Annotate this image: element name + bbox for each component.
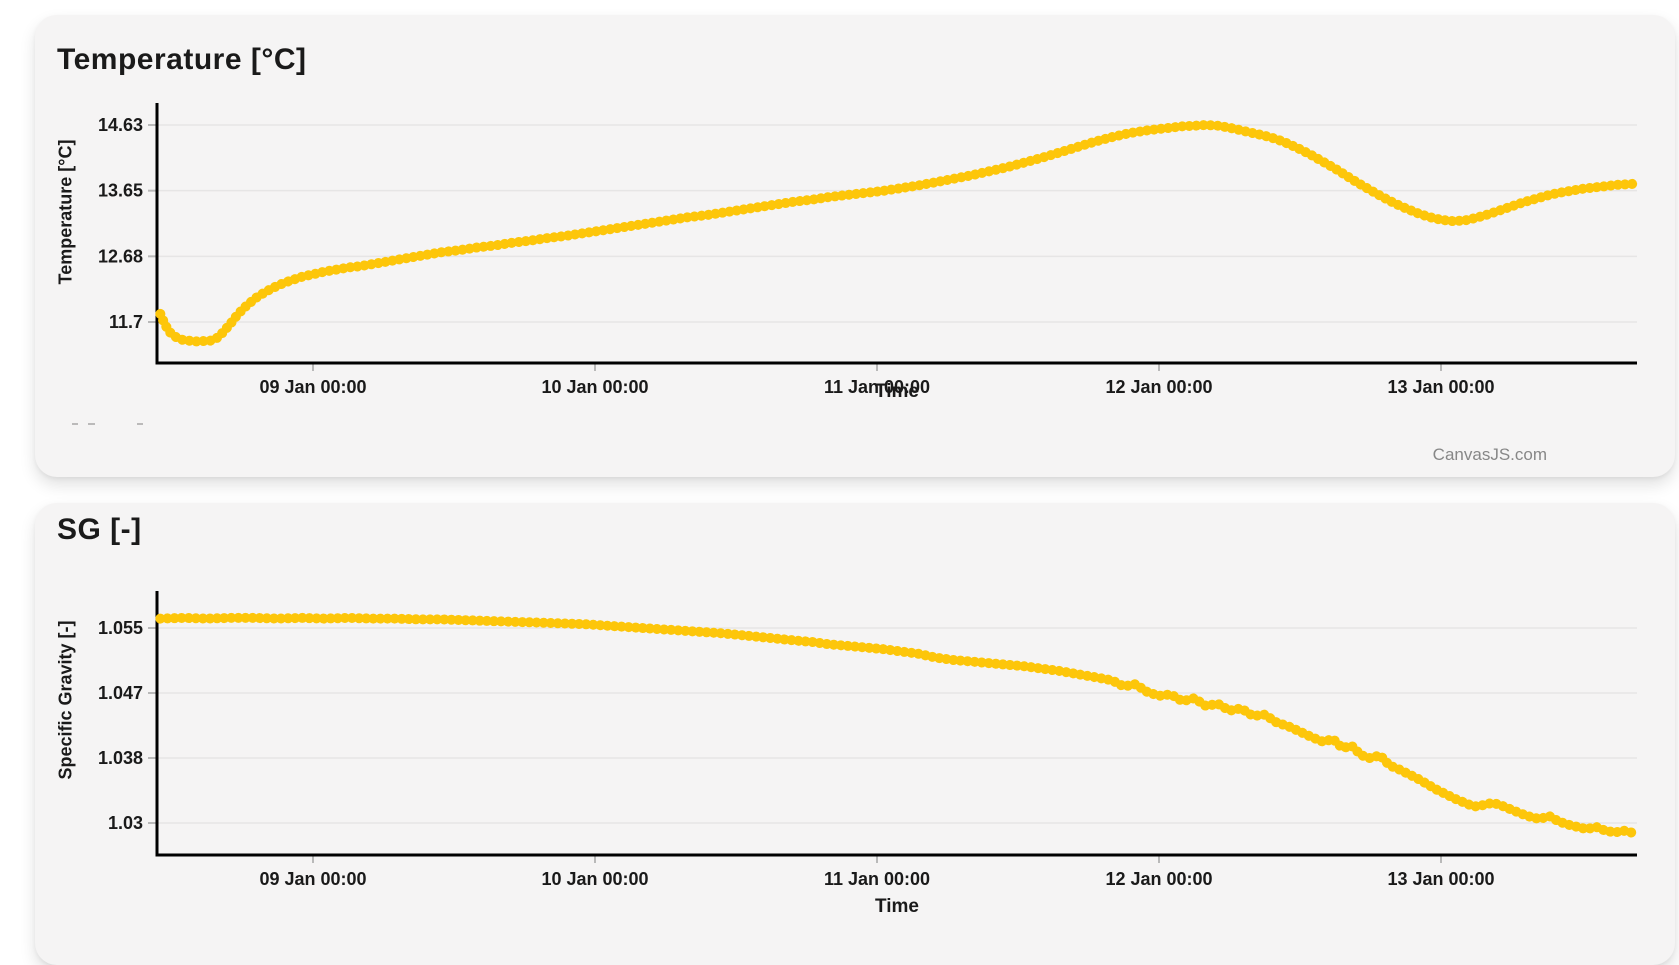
x-tick-label: 10 Jan 00:00 — [541, 869, 648, 889]
x-tick-label: 11 Jan 00:00 — [824, 377, 930, 397]
specific-gravity-chart-panel: 1.055 1.047 1.038 1.03 09 Jan 00:00 10 Jan 00… — [35, 503, 1675, 965]
temperature-x-axis-title: Time — [874, 381, 920, 402]
x-tick-label: 12 Jan 00:00 — [1105, 377, 1212, 397]
y-tick-label: 1.055 — [98, 618, 143, 638]
x-tick-label: 13 Jan 00:00 — [1387, 869, 1494, 889]
temperature-data-series — [155, 120, 1643, 347]
y-tick-label: 1.03 — [108, 813, 143, 833]
specific-gravity-chart-plot: 1.055 1.047 1.038 1.03 09 Jan 00:00 10 Jan 00… — [98, 591, 1639, 889]
temperature-chart-plot: 14.63 13.65 12.68 11.7 09 Jan 00:00 10 Jan 00… — [98, 103, 1643, 397]
x-tick-label: 10 Jan 00:00 — [541, 377, 648, 397]
x-tick-label: 12 Jan 00:00 — [1105, 869, 1212, 889]
x-tick-label: 09 Jan 00:00 — [259, 869, 366, 889]
specific-gravity-y-axis-title: Specific Gravity [-] — [55, 620, 76, 780]
temperature-chart-panel: 14.63 13.65 12.68 11.7 09 Jan 00:00 10 Jan 00… — [35, 15, 1675, 477]
page: 14.63 13.65 12.68 11.7 09 Jan 00:00 10 Jan 00… — [35, 15, 1675, 965]
y-tick-label: 13.65 — [98, 181, 143, 201]
x-tick-label: 11 Jan 00:00 — [824, 869, 930, 889]
specific-gravity-data-series — [155, 612, 1639, 839]
temperature-y-axis-title: Temperature [°C] — [55, 139, 76, 285]
y-tick-label: 14.63 — [98, 115, 143, 135]
y-tick-label: 1.038 — [98, 748, 143, 768]
y-tick-label: 12.68 — [98, 246, 143, 266]
temperature-chart-title: Temperature [°C] — [57, 43, 307, 76]
specific-gravity-x-axis-title: Time — [874, 896, 920, 917]
canvasjs-credit-link[interactable]: CanvasJS.com — [1432, 445, 1547, 464]
specific-gravity-chart-title: SG [-] — [57, 513, 142, 546]
y-tick-label: 11.7 — [109, 312, 143, 332]
x-tick-label: 13 Jan 00:00 — [1387, 377, 1494, 397]
x-tick-label: 09 Jan 00:00 — [259, 377, 366, 397]
y-tick-label: 1.047 — [98, 683, 143, 703]
